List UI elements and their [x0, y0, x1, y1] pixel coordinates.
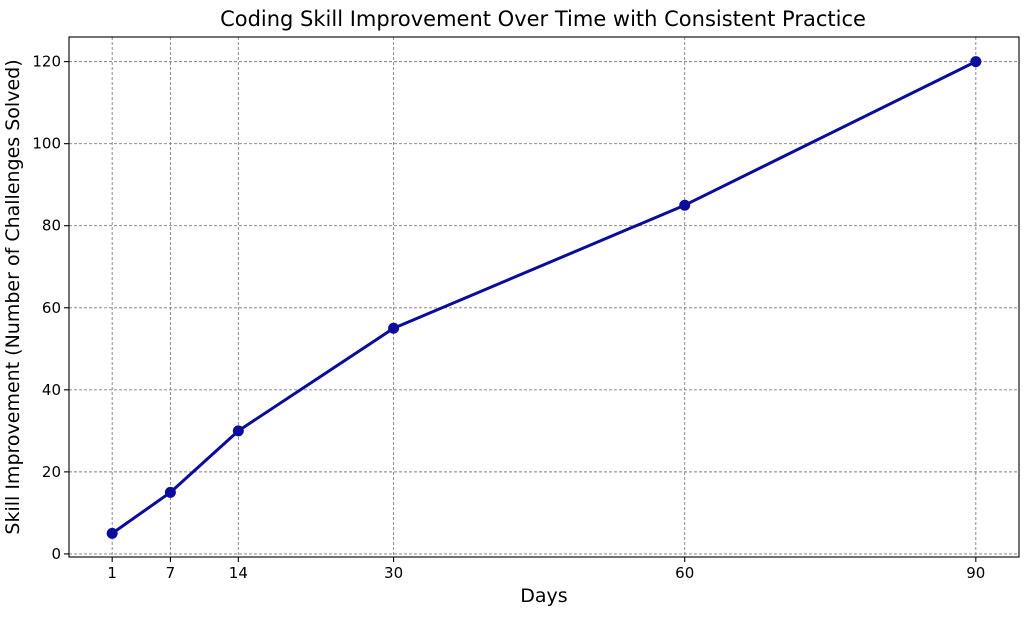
- y-tick-label: 0: [51, 545, 61, 563]
- x-tick-label: 90: [966, 564, 985, 582]
- chart-title: Coding Skill Improvement Over Time with …: [220, 7, 866, 31]
- data-point: [232, 425, 244, 437]
- x-tick-label: 60: [675, 564, 694, 582]
- data-point: [106, 527, 118, 539]
- grid-lines: [69, 37, 1019, 557]
- data-point: [388, 322, 400, 334]
- y-axis-label: Skill Improvement (Number of Challenges …: [2, 59, 24, 534]
- plot-area-frame: [68, 36, 1020, 558]
- y-tick-label: 120: [32, 53, 61, 71]
- x-axis-label: Days: [520, 585, 567, 607]
- y-tick-label: 100: [32, 135, 61, 153]
- data-point: [679, 199, 691, 211]
- y-tick-label: 80: [42, 217, 61, 235]
- y-tick-label: 20: [42, 463, 61, 481]
- axis-ticks: 1 7 14 30 60 90 0 20 40 60 80 100 120: [32, 53, 985, 582]
- x-tick-label: 1: [107, 564, 117, 582]
- y-tick-label: 40: [42, 381, 61, 399]
- data-point: [164, 486, 176, 498]
- x-tick-label: 14: [229, 564, 248, 582]
- x-tick-label: 30: [384, 564, 403, 582]
- x-tick-label: 7: [166, 564, 176, 582]
- series-layer: [106, 56, 982, 539]
- data-point: [970, 56, 982, 68]
- y-tick-label: 60: [42, 299, 61, 317]
- series-line: [110, 60, 978, 535]
